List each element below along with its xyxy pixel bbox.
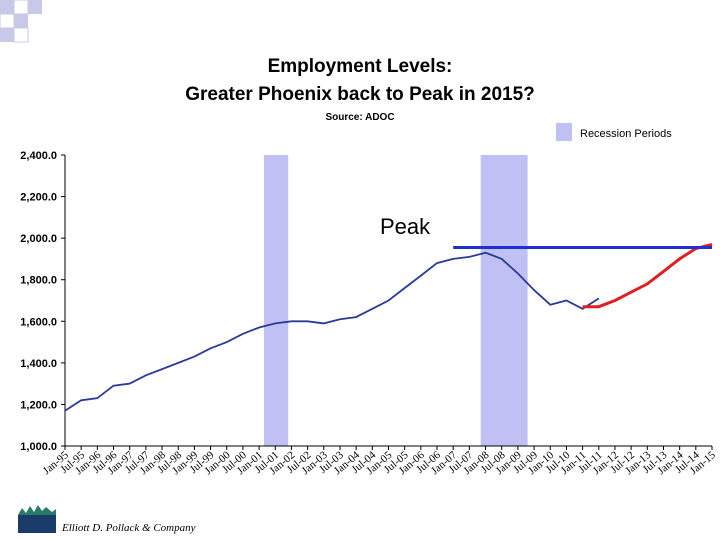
annotation: Peak (380, 214, 431, 239)
recession-band (263, 155, 289, 446)
y-tick-label: 2,200.0 (20, 192, 57, 204)
y-tick-label: 1,400.0 (20, 358, 57, 370)
footer: Elliott D. Pollack & Company (61, 522, 196, 534)
chart-subtitle: Greater Phoenix back to Peak in 2015? (185, 84, 535, 105)
legend-label: Recession Periods (580, 128, 672, 140)
series-line (582, 242, 713, 309)
chart-title: Employment Levels: (268, 56, 453, 77)
series-line (64, 251, 600, 412)
y-tick-label: 2,400.0 (20, 150, 57, 162)
y-tick-label: 1,200.0 (20, 399, 57, 411)
y-tick-label: 1,600.0 (20, 316, 57, 328)
source: Source: ADOC (325, 112, 394, 123)
decoration (0, 0, 42, 43)
logo (18, 505, 56, 533)
y-tick-label: 2,000.0 (20, 233, 57, 245)
recession-band (480, 155, 528, 446)
y-tick-label: 1,000.0 (20, 441, 57, 453)
legend-swatch (556, 123, 572, 141)
y-tick-label: 1,800.0 (20, 275, 57, 287)
